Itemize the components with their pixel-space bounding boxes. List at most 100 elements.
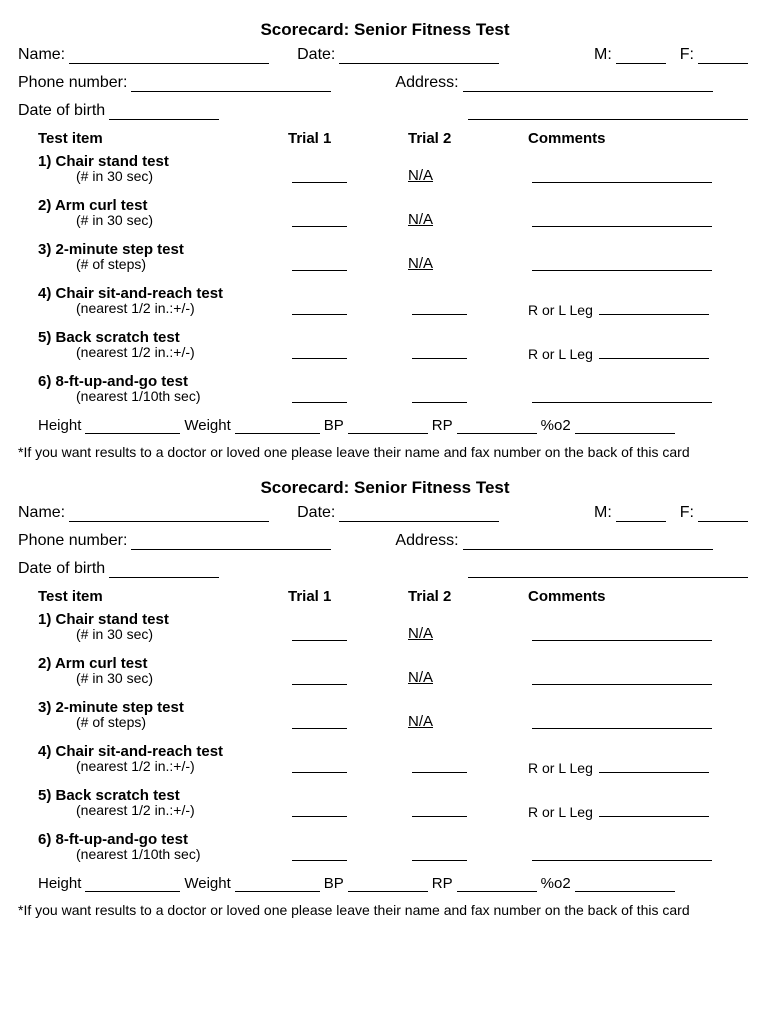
row-name-date: Name: Date: M: F: — [18, 46, 752, 64]
address-blank[interactable] — [463, 76, 713, 92]
trial1-blank[interactable] — [292, 255, 347, 271]
trial2-na: N/A — [408, 255, 433, 272]
trial2-blank[interactable] — [412, 801, 467, 817]
f-blank[interactable] — [698, 506, 748, 522]
comment-blank[interactable] — [532, 211, 712, 227]
phone-label: Phone number: — [18, 74, 127, 92]
f-label: F: — [680, 504, 694, 522]
leg-blank[interactable] — [599, 299, 709, 315]
date-blank[interactable] — [339, 48, 499, 64]
bp-label: BP — [324, 875, 344, 892]
o2-label: %o2 — [541, 417, 571, 434]
header-trial2: Trial 2 — [408, 588, 528, 605]
phone-blank[interactable] — [131, 76, 331, 92]
title: Scorecard: Senior Fitness Test — [18, 20, 752, 40]
leg-blank[interactable] — [599, 801, 709, 817]
bp-blank[interactable] — [348, 420, 428, 434]
comment-blank[interactable] — [532, 387, 712, 403]
trial1-blank[interactable] — [292, 801, 347, 817]
name-blank[interactable] — [69, 48, 269, 64]
weight-blank[interactable] — [235, 420, 320, 434]
comment-blank[interactable] — [532, 669, 712, 685]
comment-blank[interactable] — [532, 845, 712, 861]
leg-label: R or L Leg — [528, 346, 593, 362]
date-blank[interactable] — [339, 506, 499, 522]
weight-label: Weight — [184, 875, 230, 892]
test-row: 5) Back scratch test (nearest 1/2 in.:+/… — [38, 787, 752, 821]
height-blank[interactable] — [85, 420, 180, 434]
trial1-blank[interactable] — [292, 713, 347, 729]
trial1-blank[interactable] — [292, 845, 347, 861]
f-blank[interactable] — [698, 48, 748, 64]
comment-blank[interactable] — [532, 255, 712, 271]
comment-blank[interactable] — [532, 167, 712, 183]
rp-blank[interactable] — [457, 420, 537, 434]
leg-blank[interactable] — [599, 757, 709, 773]
m-label: M: — [594, 504, 612, 522]
height-label: Height — [38, 417, 81, 434]
trial1-blank[interactable] — [292, 387, 347, 403]
trial1-blank[interactable] — [292, 167, 347, 183]
trial2-blank[interactable] — [412, 343, 467, 359]
scorecard-bottom: Scorecard: Senior Fitness Test Name: Dat… — [18, 478, 752, 918]
test-row: 4) Chair sit-and-reach test (nearest 1/2… — [38, 743, 752, 777]
test-row: 2) Arm curl test (# in 30 sec) N/A — [38, 655, 752, 689]
trial2-blank[interactable] — [412, 299, 467, 315]
vitals-row: Height Weight BP RP %o2 — [38, 417, 752, 434]
trial2-na: N/A — [408, 713, 433, 730]
m-blank[interactable] — [616, 506, 666, 522]
phone-blank[interactable] — [131, 534, 331, 550]
header-trial1: Trial 1 — [288, 130, 408, 147]
height-blank[interactable] — [85, 878, 180, 892]
trial1-blank[interactable] — [292, 299, 347, 315]
header-item: Test item — [38, 130, 288, 147]
o2-label: %o2 — [541, 875, 571, 892]
comment-blank[interactable] — [532, 713, 712, 729]
leg-label: R or L Leg — [528, 804, 593, 820]
m-blank[interactable] — [616, 48, 666, 64]
address-blank[interactable] — [463, 534, 713, 550]
phone-label: Phone number: — [18, 532, 127, 550]
test-sub: (nearest 1/2 in.:+/-) — [38, 300, 288, 316]
o2-blank[interactable] — [575, 420, 675, 434]
trial1-blank[interactable] — [292, 757, 347, 773]
trial1-blank[interactable] — [292, 625, 347, 641]
m-label: M: — [594, 46, 612, 64]
header-trial2: Trial 2 — [408, 130, 528, 147]
trial1-blank[interactable] — [292, 211, 347, 227]
trial2-blank[interactable] — [412, 757, 467, 773]
comment-blank[interactable] — [532, 625, 712, 641]
row-dob: Date of birth — [18, 102, 752, 120]
test-sub: (nearest 1/10th sec) — [38, 846, 288, 862]
trial2-blank[interactable] — [412, 387, 467, 403]
title: Scorecard: Senior Fitness Test — [18, 478, 752, 498]
test-sub: (nearest 1/2 in.:+/-) — [38, 758, 288, 774]
o2-blank[interactable] — [575, 878, 675, 892]
leg-label: R or L Leg — [528, 302, 593, 318]
test-row: 1) Chair stand test (# in 30 sec) N/A — [38, 153, 752, 187]
trial1-blank[interactable] — [292, 343, 347, 359]
row-name-date: Name: Date: M: F: — [18, 504, 752, 522]
dob-blank[interactable] — [109, 562, 219, 578]
bp-label: BP — [324, 417, 344, 434]
weight-blank[interactable] — [235, 878, 320, 892]
test-row: 3) 2-minute step test (# of steps) N/A — [38, 241, 752, 275]
header-comments: Comments — [528, 130, 752, 147]
extra-blank[interactable] — [468, 562, 748, 578]
name-label: Name: — [18, 504, 65, 522]
trial2-blank[interactable] — [412, 845, 467, 861]
dob-label: Date of birth — [18, 102, 105, 120]
bp-blank[interactable] — [348, 878, 428, 892]
test-row: 6) 8-ft-up-and-go test (nearest 1/10th s… — [38, 373, 752, 407]
rp-label: RP — [432, 875, 453, 892]
test-table: Test item Trial 1 Trial 2 Comments 1) Ch… — [38, 130, 752, 407]
extra-blank[interactable] — [468, 104, 748, 120]
row-dob: Date of birth — [18, 560, 752, 578]
dob-label: Date of birth — [18, 560, 105, 578]
dob-blank[interactable] — [109, 104, 219, 120]
rp-blank[interactable] — [457, 878, 537, 892]
name-blank[interactable] — [69, 506, 269, 522]
trial1-blank[interactable] — [292, 669, 347, 685]
leg-blank[interactable] — [599, 343, 709, 359]
test-sub: (# in 30 sec) — [38, 168, 288, 184]
